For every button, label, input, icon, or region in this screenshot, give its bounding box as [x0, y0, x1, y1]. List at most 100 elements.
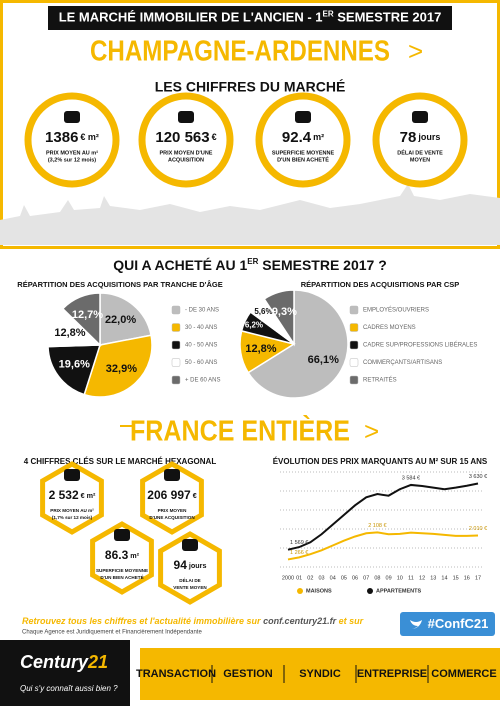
figure-value: 1386 € m²	[45, 129, 99, 146]
figure-label: PRIX MOYEN AU m²	[50, 508, 94, 513]
figure-value: 2 532 € m²	[49, 488, 96, 502]
chart-grid	[280, 471, 482, 568]
legend-swatch	[349, 305, 359, 315]
x-tick-label: 09	[386, 575, 392, 581]
icon	[178, 111, 194, 123]
buyers-title: QUI A ACHETÉ AU 1ER SEMESTRE 2017 ?	[113, 257, 387, 273]
data-label: 9,3%	[272, 306, 297, 318]
x-tick-label: 15	[453, 575, 459, 581]
brand: Century21	[20, 652, 108, 672]
figure-hexagon	[90, 521, 154, 595]
unit: €	[212, 132, 217, 142]
data-label: 12,8%	[245, 343, 276, 355]
service: ENTREPRISE	[357, 668, 427, 680]
figure-label: SUPERFICIE MOYENNE	[96, 568, 148, 573]
x-tick-label: 06	[352, 575, 358, 581]
unit: €	[193, 491, 197, 500]
slogan: Qui s'y connaît aussi bien ?	[20, 684, 118, 693]
unit: jours	[188, 561, 207, 570]
data-label: 2 108 €	[368, 523, 386, 529]
x-tick-label: 01	[296, 575, 302, 581]
figure-label: MOYEN	[410, 157, 430, 163]
title-sup: ER	[247, 257, 258, 266]
legend-swatch	[171, 323, 181, 332]
unit: jours	[417, 132, 440, 142]
data-label: 6,2%	[245, 320, 263, 329]
text-part: Retrouvez tous les chiffres et l'actuali…	[22, 616, 263, 626]
value: 2 532	[49, 488, 79, 502]
title-part: SEMESTRE 2017 ?	[258, 257, 386, 273]
x-tick-label: 07	[363, 575, 369, 581]
text-part: et sur	[336, 616, 364, 626]
value: 94	[174, 558, 188, 572]
legend-swatch	[367, 588, 373, 594]
figure-ring	[24, 92, 120, 188]
unit: € m²	[80, 132, 99, 142]
figure-label: VENTE MOYEN	[173, 585, 207, 590]
x-tick-label: 08	[374, 575, 380, 581]
figure-value: 206 997 €	[147, 488, 196, 502]
line	[287, 482, 479, 551]
legend-label: 40 - 50 ANS	[185, 343, 217, 349]
legend-label: EMPLOYÉS/OUVRIERS	[363, 307, 429, 314]
legend-swatch	[349, 358, 359, 367]
title-part: SEMESTRE 2017	[334, 10, 442, 25]
figure-label: DÉLAI DE	[179, 576, 200, 583]
icon	[64, 469, 80, 481]
unit: m²	[130, 551, 139, 560]
data-label: 12,7%	[72, 309, 103, 321]
figure-label: D'UN BIEN ACHETÉ	[277, 155, 329, 163]
hashtag-box[interactable]	[400, 612, 495, 636]
figure-label: PRIX MOYEN	[158, 508, 188, 513]
x-tick-label: 16	[464, 575, 470, 581]
line	[287, 531, 479, 561]
figure-label: ACQUISITION	[168, 157, 204, 163]
icon	[412, 111, 428, 123]
logo-box	[0, 640, 130, 706]
figure-label: (1,7% sur 12 mois)	[52, 515, 93, 520]
hashtag[interactable]: #ConfC21	[428, 616, 489, 631]
legend-swatch	[171, 375, 181, 385]
x-tick-label: 03	[318, 575, 324, 581]
arrow: >	[408, 36, 423, 66]
title-part: QUI A ACHETÉ AU 1	[113, 257, 247, 273]
value: 86.3	[105, 548, 129, 562]
data-label: 19,6%	[59, 358, 90, 370]
brand-number: 21	[87, 652, 108, 672]
pie-slice	[263, 289, 295, 347]
pie-slice	[47, 344, 102, 396]
unit: € m²	[81, 491, 96, 500]
figure-label: (3,2% sur 12 mois)	[48, 157, 96, 163]
legend-swatch	[349, 323, 359, 332]
figure-label: D'UNE ACQUISITION	[149, 515, 195, 520]
header-title: LE MARCHÉ IMMOBILIER DE L'ANCIEN - 1ER S…	[59, 10, 442, 25]
icon	[182, 539, 198, 551]
data-label: 5,6%	[254, 307, 272, 316]
chart-title: RÉPARTITION DES ACQUISITIONS PAR TRANCHE…	[17, 280, 222, 289]
figure-hexagon	[40, 461, 104, 535]
x-tick-label: 17	[475, 575, 481, 581]
link[interactable]: conf.century21.fr	[263, 616, 337, 626]
x-tick-label: 14	[441, 575, 447, 581]
frame	[0, 0, 500, 249]
bird-icon	[410, 620, 422, 629]
legend-swatch	[349, 375, 359, 385]
figure-label: PRIX MOYEN D'UNE	[160, 150, 213, 156]
title-part: LE MARCHÉ IMMOBILIER DE L'ANCIEN - 1	[59, 10, 323, 25]
section-subtitle: 4 CHIFFRES CLÉS SUR LE MARCHÉ HEXAGONAL	[24, 457, 217, 466]
figure-label: PRIX MOYEN AU m²	[46, 149, 98, 156]
chart-title: ÉVOLUTION DES PRIX MARQUANTS AU M² SUR 1…	[273, 457, 488, 466]
value: 1386	[45, 129, 78, 146]
figure-label: SUPERFICIE MOYENNE	[272, 150, 335, 156]
value: 78	[400, 129, 417, 146]
figure-ring	[372, 92, 468, 188]
legend-label: + DE 60 ANS	[185, 378, 221, 384]
section-subtitle: LES CHIFFRES DU MARCHÉ	[155, 79, 346, 95]
legend-label: CADRES MOYENS	[363, 325, 416, 331]
pie-slice	[61, 292, 101, 347]
data-label: 1 266 €	[290, 550, 308, 556]
x-tick-label: 11	[408, 575, 414, 581]
data-label: 1 569 €	[290, 540, 308, 546]
data-label: 22,0%	[105, 314, 136, 326]
